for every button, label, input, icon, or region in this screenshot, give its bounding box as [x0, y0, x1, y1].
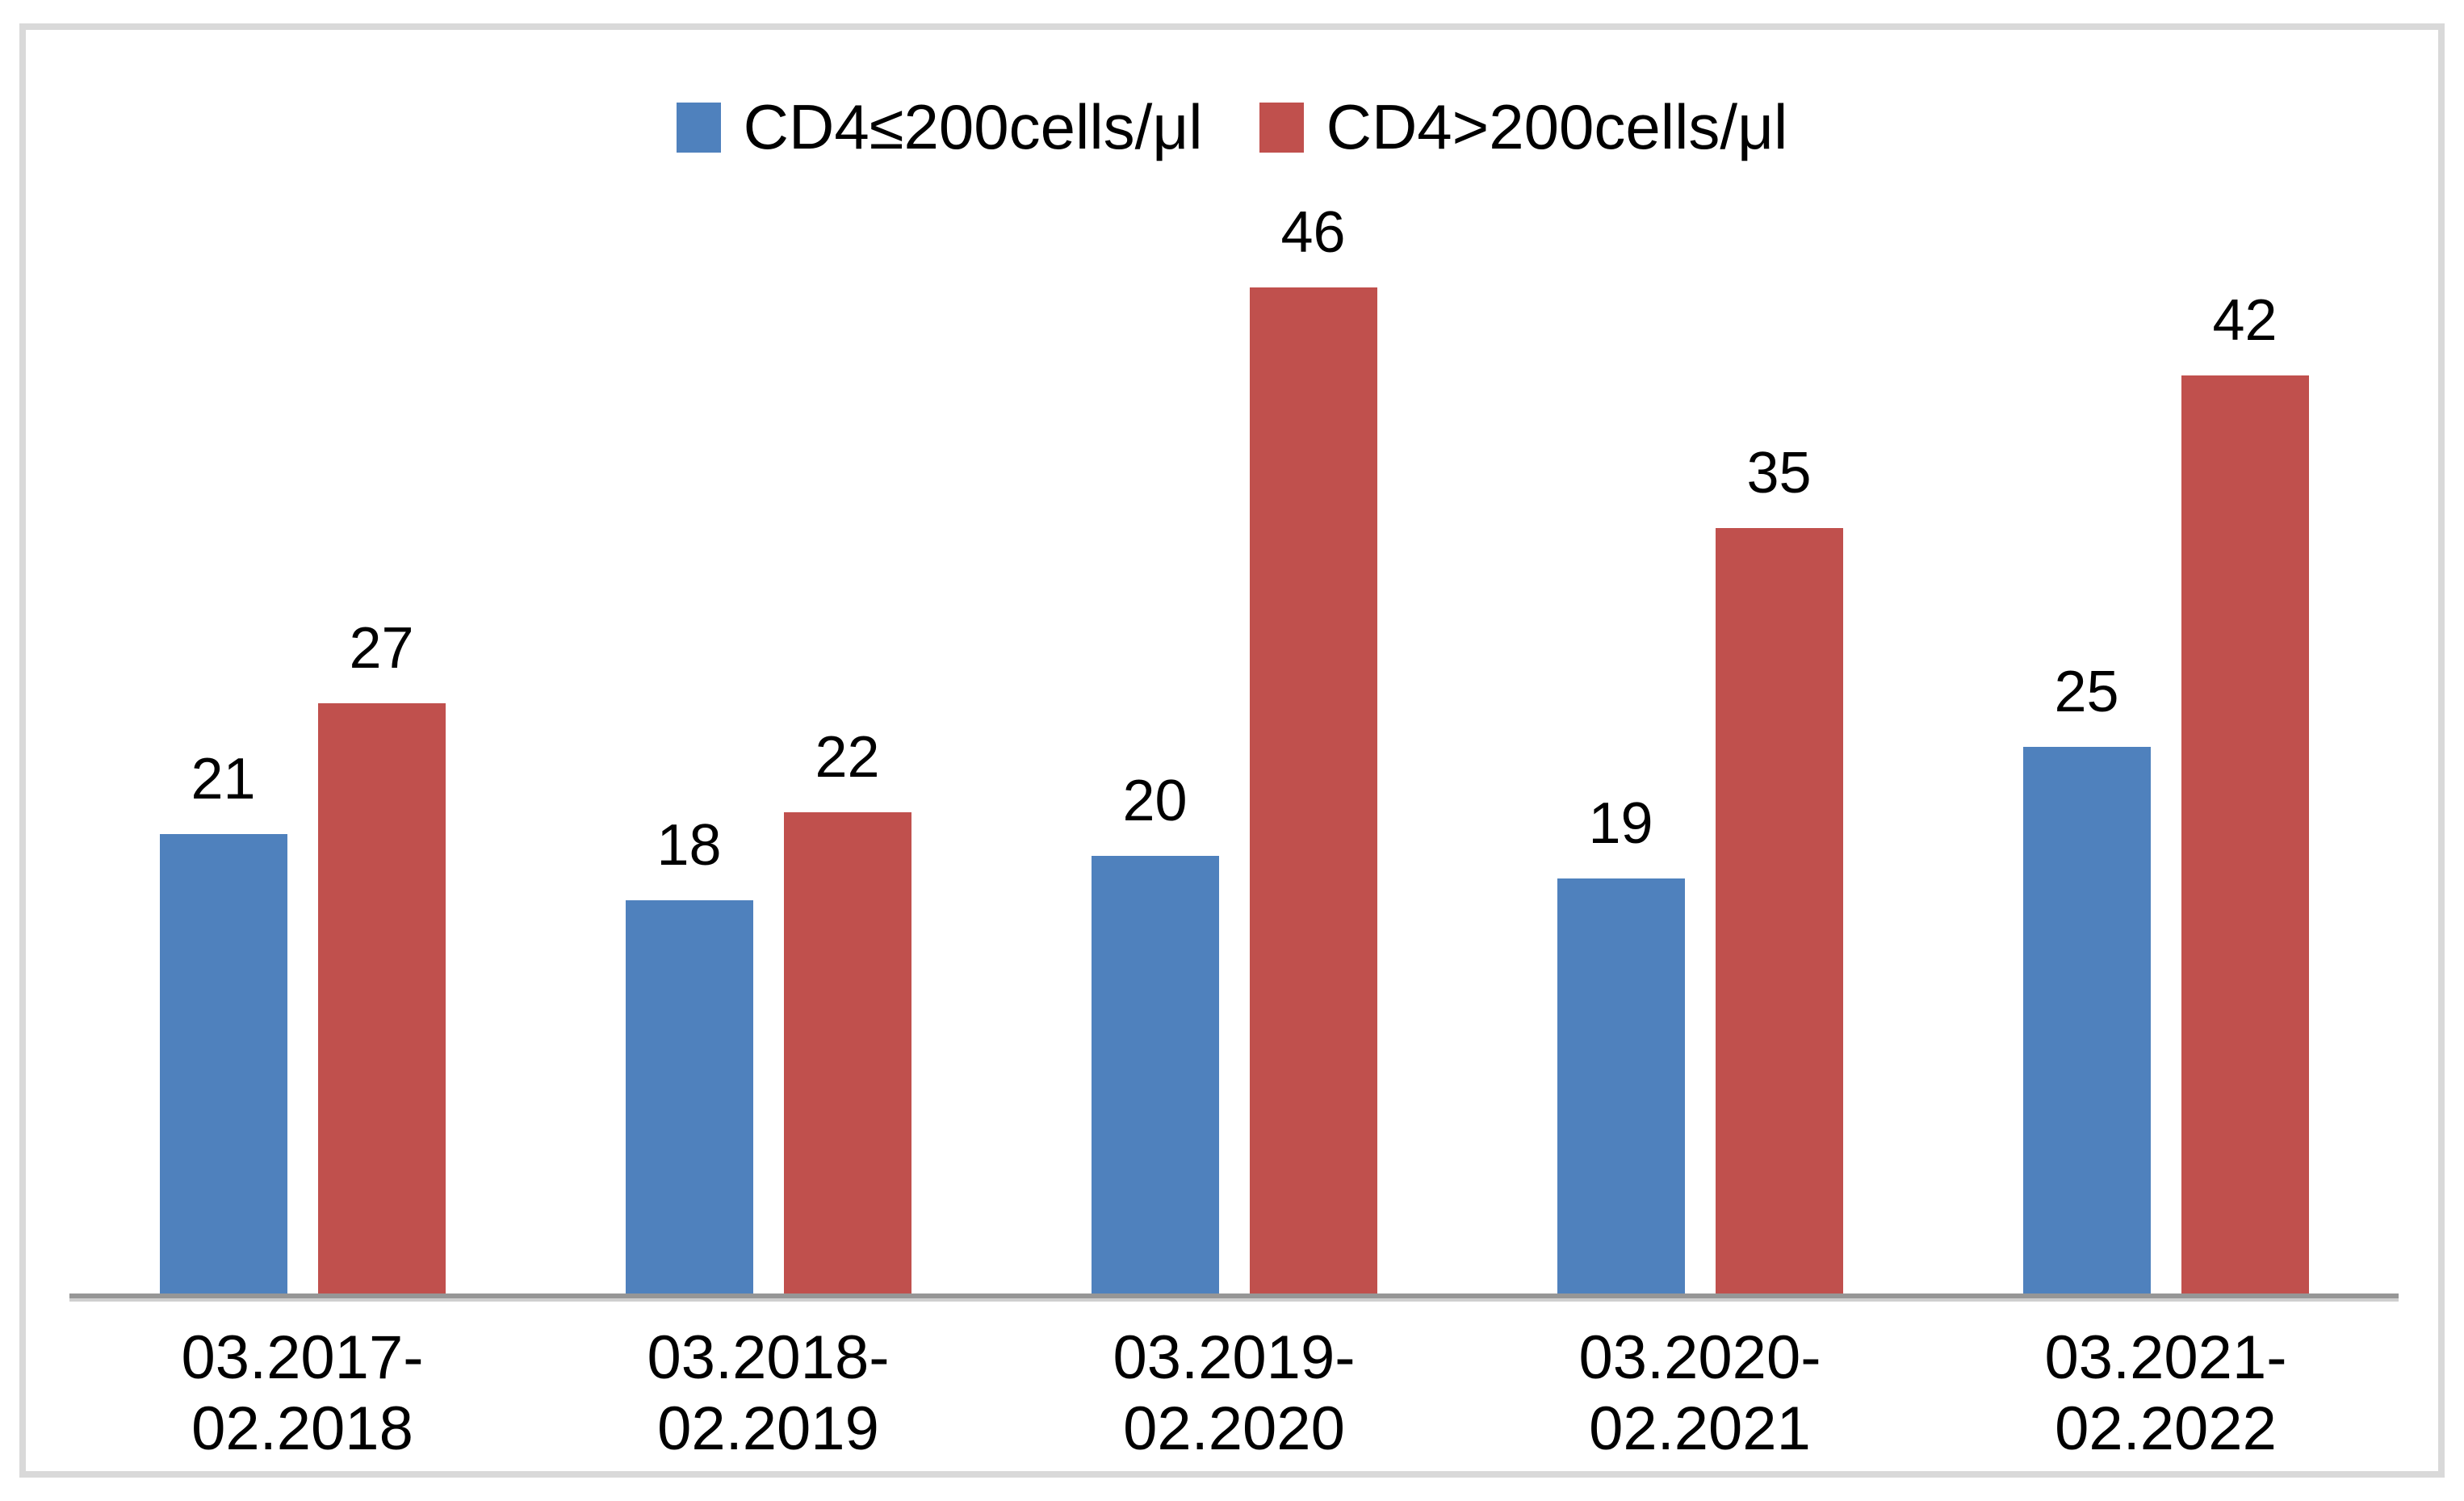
- bar-group-4: 19 35: [1467, 30, 1933, 1293]
- bar-value-label: 27: [349, 616, 414, 681]
- bar-cd4-gt200-1: [317, 703, 446, 1293]
- bar-cd4-gt200-2: [783, 812, 911, 1293]
- legend-item-cd4-gt-200: CD4>200cells/μl: [1259, 91, 1788, 162]
- bar-wrap-cd4-le200-2: 18: [625, 813, 753, 1293]
- bar-value-label: 35: [1746, 441, 1812, 505]
- bar-cd4-le200-1: [159, 834, 287, 1293]
- bar-cd4-le200-2: [625, 900, 753, 1293]
- x-axis-label-5: 03.2021- 02.2022: [2044, 1323, 2287, 1463]
- bar-group-3: 20 46: [1001, 30, 1467, 1293]
- bar-group-2: 18 22: [535, 30, 1001, 1293]
- x-axis-label-2: 03.2018- 02.2019: [647, 1323, 890, 1463]
- bar-wrap-cd4-gt200-1: 27: [317, 616, 446, 1293]
- bar-value-label: 46: [1280, 200, 1346, 265]
- bar-wrap-cd4-le200-1: 21: [159, 747, 287, 1293]
- bar-cd4-le200-3: [1091, 856, 1219, 1293]
- legend-label-cd4-gt-200: CD4>200cells/μl: [1326, 91, 1788, 162]
- bar-wrap-cd4-gt200-5: 42: [2181, 291, 2309, 1293]
- bar-cd4-gt200-5: [2181, 375, 2309, 1293]
- bar-value-label: 20: [1122, 769, 1188, 833]
- chart-frame: CD4≤200cells/μl CD4>200cells/μl 21 27 18 22…: [19, 23, 2445, 1478]
- chart-legend: CD4≤200cells/μl CD4>200cells/μl: [26, 91, 2438, 162]
- bar-value-label: 42: [2212, 288, 2278, 353]
- x-axis-label-4: 03.2020- 02.2021: [1578, 1323, 1821, 1463]
- bar-group-5: 25 42: [1933, 30, 2399, 1293]
- bar-value-label: 21: [191, 747, 256, 811]
- plot-area: 21 27 18 22 20 46 19 35 25 42: [69, 30, 2399, 1293]
- bar-cd4-gt200-3: [1249, 287, 1377, 1293]
- x-axis-labels: 03.2017- 02.2018 03.2018- 02.2019 03.2019-…: [69, 1323, 2399, 1476]
- legend-item-cd4-le-200: CD4≤200cells/μl: [676, 91, 1203, 162]
- bar-cd4-gt200-4: [1715, 528, 1843, 1293]
- legend-marker-blue-icon: [676, 102, 721, 153]
- bar-cd4-le200-4: [1557, 878, 1685, 1293]
- bar-value-label: 22: [815, 725, 880, 790]
- bar-wrap-cd4-gt200-3: 46: [1249, 200, 1377, 1293]
- x-axis-label-3: 03.2019- 02.2020: [1113, 1323, 1356, 1463]
- bar-group-1: 21 27: [69, 30, 535, 1293]
- bar-value-label: 25: [2054, 660, 2119, 724]
- bar-cd4-le200-5: [2022, 747, 2151, 1293]
- bar-wrap-cd4-gt200-4: 35: [1715, 441, 1843, 1293]
- legend-label-cd4-le-200: CD4≤200cells/μl: [743, 91, 1203, 162]
- bar-wrap-cd4-le200-3: 20: [1091, 769, 1219, 1293]
- x-axis-line: [69, 1293, 2399, 1302]
- legend-marker-red-icon: [1259, 102, 1304, 153]
- x-axis-label-1: 03.2017- 02.2018: [181, 1323, 424, 1463]
- bar-wrap-cd4-le200-4: 19: [1557, 795, 1685, 1293]
- bar-value-label: 19: [1588, 791, 1653, 856]
- bar-wrap-cd4-gt200-2: 22: [783, 725, 911, 1293]
- bar-wrap-cd4-le200-5: 25: [2022, 660, 2151, 1293]
- bar-value-label: 18: [656, 813, 722, 878]
